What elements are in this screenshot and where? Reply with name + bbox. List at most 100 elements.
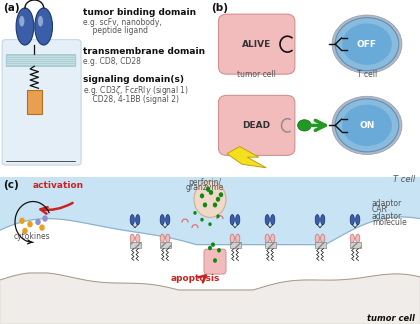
Ellipse shape [265, 214, 269, 225]
Polygon shape [0, 177, 420, 245]
Ellipse shape [38, 16, 43, 27]
Text: transmembrane domain: transmembrane domain [83, 47, 205, 56]
Circle shape [203, 202, 207, 207]
Text: signaling domain(s): signaling domain(s) [83, 75, 184, 84]
Ellipse shape [16, 8, 34, 45]
Ellipse shape [136, 234, 140, 243]
Polygon shape [0, 273, 420, 324]
Text: DEAD: DEAD [243, 121, 271, 130]
Ellipse shape [236, 214, 240, 225]
Circle shape [208, 222, 212, 226]
Circle shape [208, 246, 212, 250]
Circle shape [27, 221, 33, 227]
Ellipse shape [35, 8, 52, 45]
Circle shape [39, 225, 45, 231]
Ellipse shape [320, 234, 325, 243]
Text: ON: ON [359, 121, 375, 130]
Text: granzyme: granzyme [186, 183, 224, 192]
Text: peptide ligand: peptide ligand [83, 26, 148, 35]
Bar [160, 242, 171, 248]
Bar [349, 242, 360, 248]
Circle shape [217, 248, 221, 253]
Text: activation: activation [32, 181, 84, 190]
Text: ALIVE: ALIVE [242, 40, 271, 49]
Ellipse shape [350, 214, 354, 225]
FancyBboxPatch shape [204, 249, 226, 274]
Polygon shape [227, 146, 266, 168]
FancyBboxPatch shape [2, 40, 81, 165]
Bar [26, 90, 42, 114]
Circle shape [332, 15, 402, 73]
Ellipse shape [265, 234, 269, 243]
Text: T cell: T cell [393, 175, 415, 184]
FancyBboxPatch shape [218, 14, 295, 74]
Ellipse shape [130, 234, 134, 243]
Text: CAR: CAR [372, 205, 388, 214]
Text: tumor cell: tumor cell [237, 70, 276, 79]
Ellipse shape [320, 214, 325, 225]
Text: adaptor: adaptor [372, 199, 402, 208]
Bar [6, 54, 75, 66]
Text: T cell: T cell [357, 70, 377, 79]
Text: adaptor: adaptor [372, 212, 402, 221]
Circle shape [342, 23, 392, 65]
Ellipse shape [236, 234, 240, 243]
Ellipse shape [356, 214, 360, 225]
Ellipse shape [160, 234, 164, 243]
Ellipse shape [130, 214, 134, 225]
Circle shape [200, 218, 204, 222]
Ellipse shape [315, 234, 319, 243]
Ellipse shape [270, 234, 275, 243]
Text: tumor binding domain: tumor binding domain [83, 8, 196, 17]
Bar [315, 242, 326, 248]
Ellipse shape [230, 234, 234, 243]
Circle shape [209, 190, 213, 195]
Text: tumor cell: tumor cell [367, 314, 415, 323]
Ellipse shape [136, 214, 140, 225]
Circle shape [298, 120, 311, 131]
Text: e.g. scFv, nanobody,: e.g. scFv, nanobody, [83, 17, 162, 27]
Circle shape [22, 228, 28, 234]
Circle shape [206, 187, 210, 191]
Circle shape [200, 193, 204, 198]
Ellipse shape [165, 234, 170, 243]
Text: (c): (c) [3, 180, 19, 190]
Text: (b): (b) [211, 3, 228, 13]
Text: apoptosis: apoptosis [171, 274, 220, 283]
Bar [129, 242, 141, 248]
Text: OFF: OFF [357, 40, 377, 49]
Circle shape [213, 258, 217, 263]
Text: CD28, 4-1BB (signal 2): CD28, 4-1BB (signal 2) [83, 95, 179, 104]
Circle shape [216, 214, 220, 218]
Bar [229, 242, 241, 248]
Circle shape [193, 211, 197, 215]
Ellipse shape [230, 214, 234, 225]
Circle shape [216, 197, 220, 202]
Circle shape [19, 218, 25, 224]
Circle shape [42, 215, 48, 222]
Text: molecule: molecule [372, 218, 407, 227]
Bar [265, 242, 276, 248]
Ellipse shape [165, 214, 170, 225]
Circle shape [211, 242, 215, 247]
Circle shape [342, 105, 392, 146]
Text: e.g. CD8, CD28: e.g. CD8, CD28 [83, 57, 141, 66]
Circle shape [219, 192, 223, 197]
Ellipse shape [356, 234, 360, 243]
Text: cytokines: cytokines [14, 232, 50, 241]
Circle shape [35, 219, 41, 225]
Ellipse shape [350, 234, 354, 243]
Ellipse shape [19, 16, 24, 27]
Circle shape [332, 96, 402, 155]
Ellipse shape [270, 214, 275, 225]
Bar [6, 54, 75, 66]
Ellipse shape [160, 214, 164, 225]
Ellipse shape [315, 214, 319, 225]
Circle shape [335, 18, 399, 71]
FancyBboxPatch shape [218, 95, 295, 156]
Text: perforin/: perforin/ [189, 178, 222, 187]
Circle shape [213, 202, 217, 207]
Circle shape [194, 181, 226, 217]
Text: (a): (a) [3, 3, 20, 13]
Text: e.g. CD3$\zeta$, Fc$\epsilon$RI$\gamma$ (signal 1): e.g. CD3$\zeta$, Fc$\epsilon$RI$\gamma$ … [83, 84, 189, 97]
